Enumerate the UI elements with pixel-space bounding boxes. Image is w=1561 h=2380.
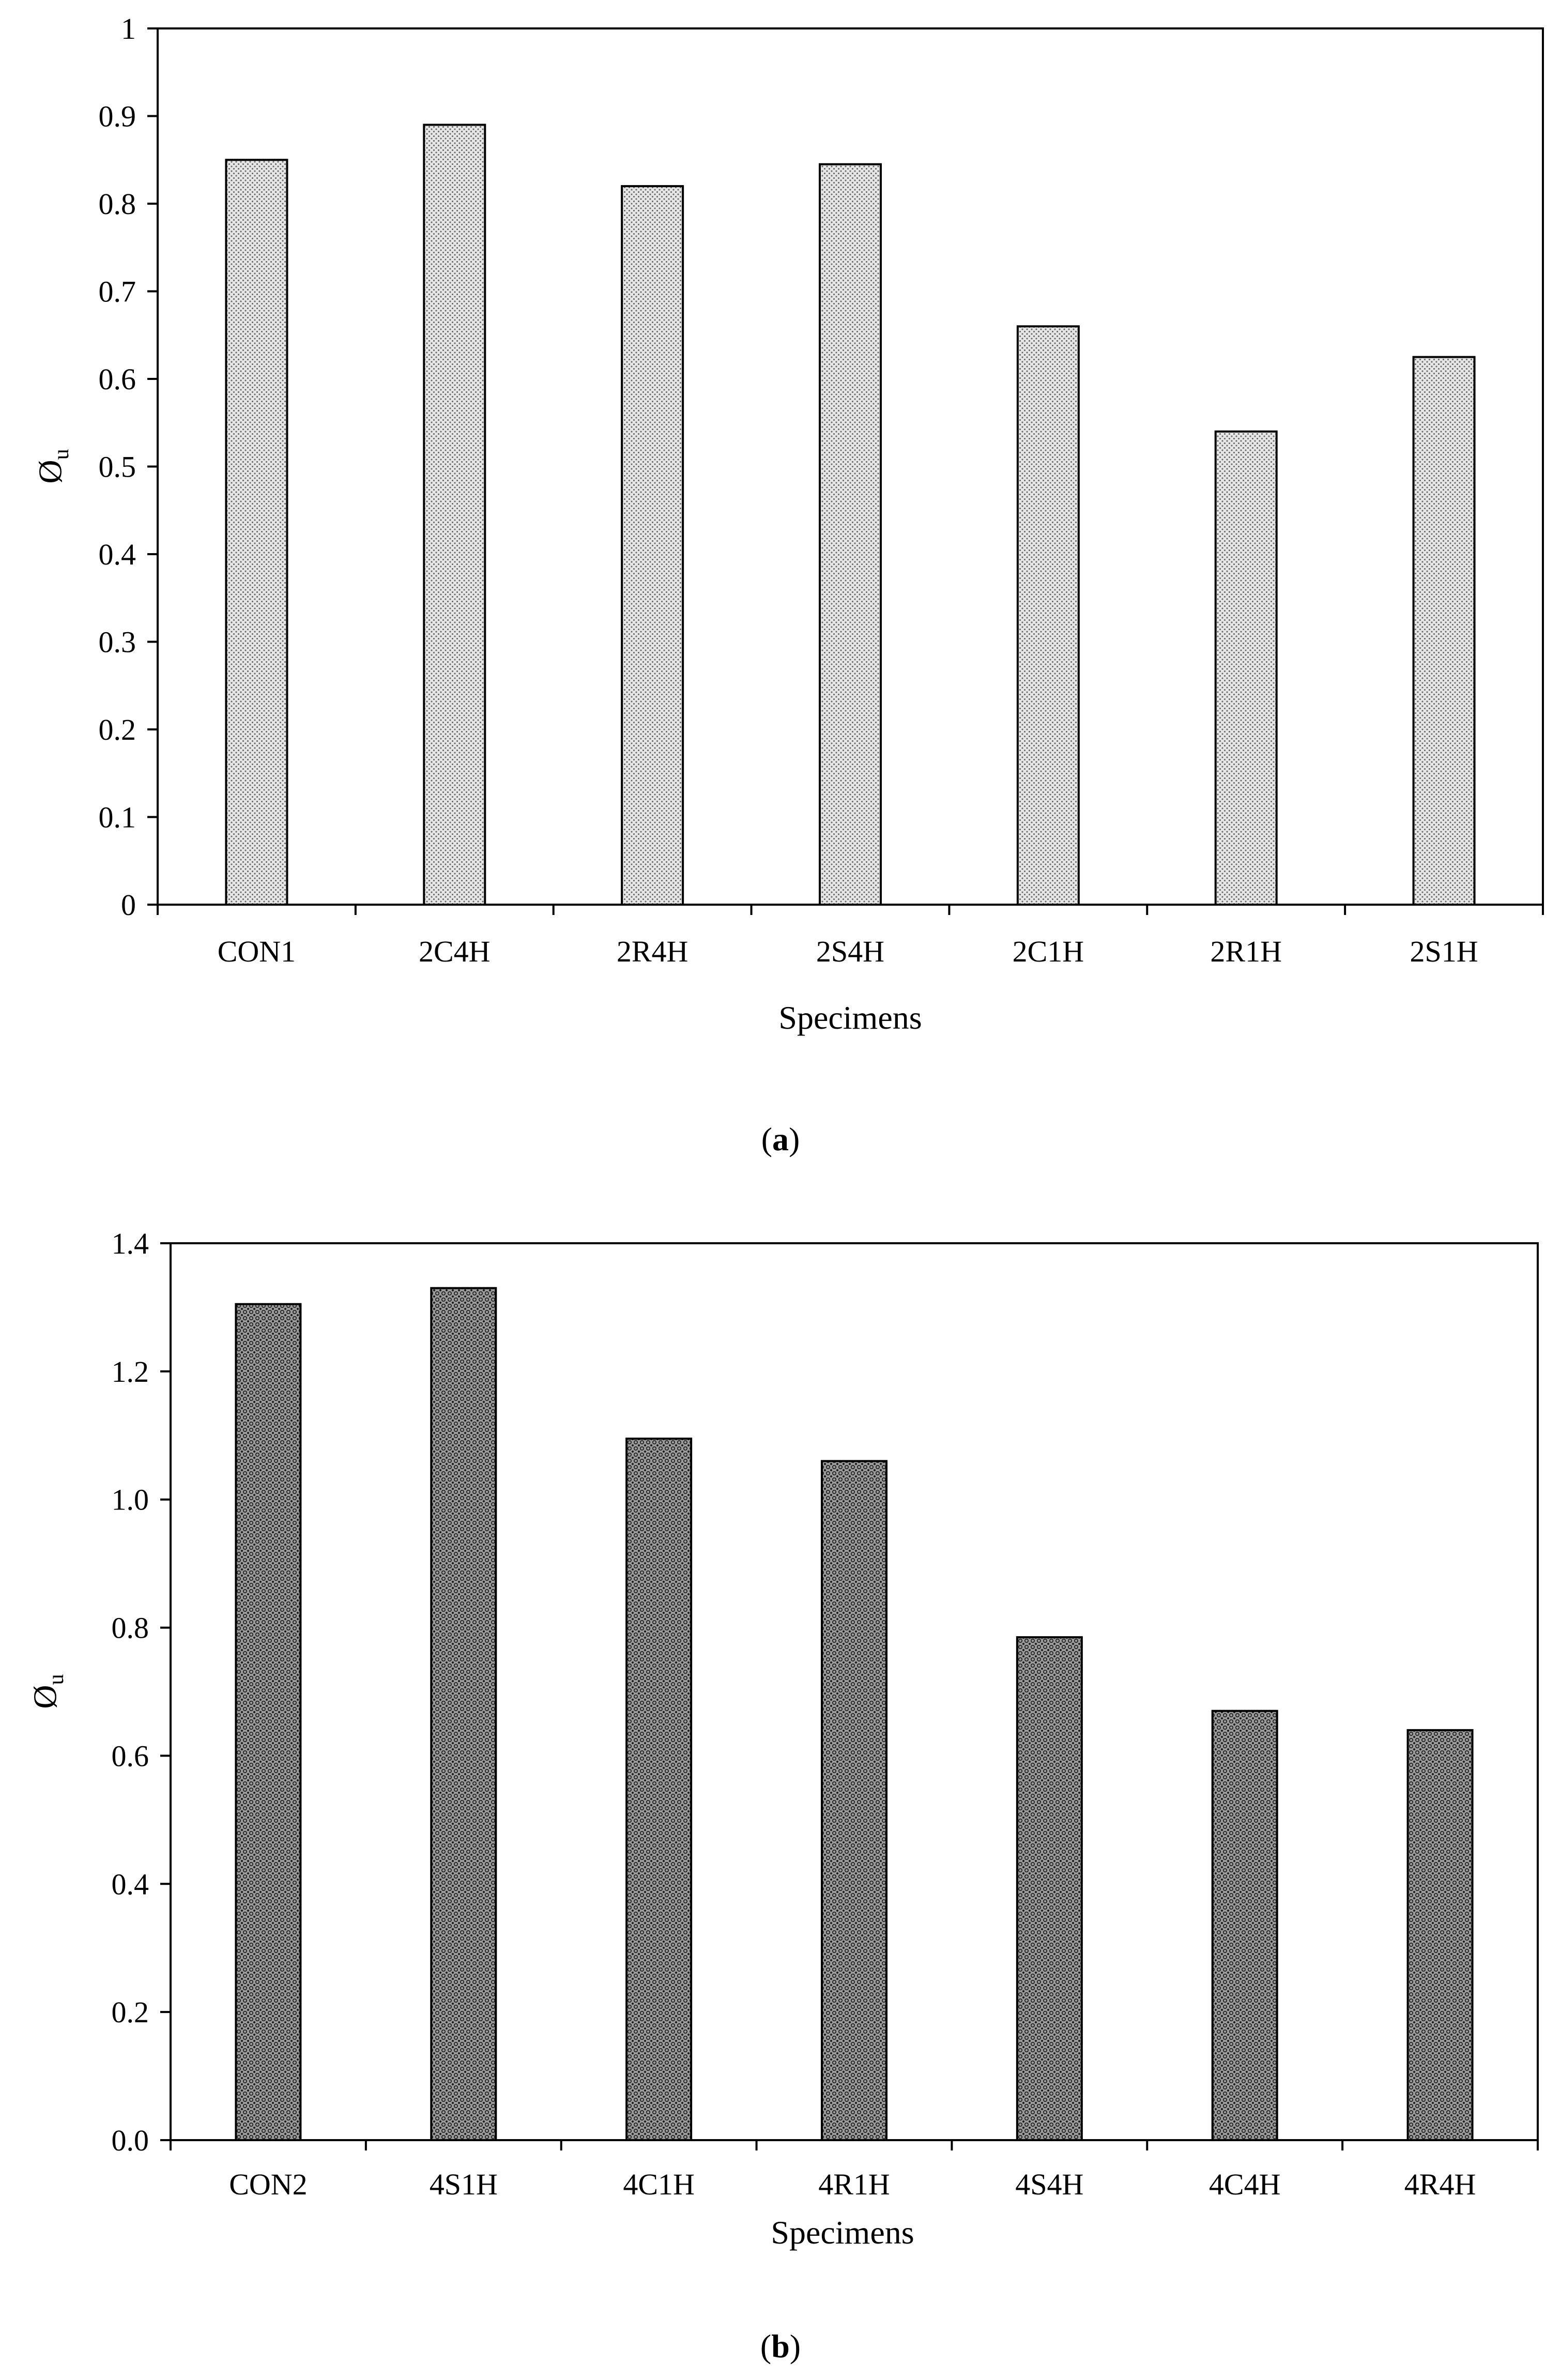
chart-a-bar-2r1h xyxy=(1214,430,1278,906)
chart-b-bar-4s1h xyxy=(430,1287,497,2141)
chart-b-y-tick-label: 0.0 xyxy=(112,2124,149,2157)
chart-a-panel-label: (a) xyxy=(761,1121,800,1157)
chart-b-x-axis-title: Specimens xyxy=(771,2214,914,2251)
chart-b-y-tick-label: 0.6 xyxy=(112,1739,149,1773)
chart-a-bar-2s1h xyxy=(1412,356,1476,906)
chart-b: 0.0 0.2 0.4 0.6 0.8 1.0 1.2 1.4 CON2 4S1H 4C1H 4R1… xyxy=(26,1227,1539,2364)
chart-a-x-tick-label: 2S4H xyxy=(816,935,884,968)
chart-b-y-axis-title-base: Ø xyxy=(26,1685,63,1708)
chart-b-x-tick-label: 4R1H xyxy=(818,2168,890,2201)
chart-b-bar-4c4h xyxy=(1211,1710,1278,2141)
chart-a-y-tick-label: 0.1 xyxy=(99,801,136,834)
chart-a-y-tick-label: 0.6 xyxy=(99,362,136,396)
chart-a-bar-2c4h xyxy=(423,124,486,906)
chart-a-y-tick-label: 0.7 xyxy=(99,275,136,309)
chart-a-y-axis-title-base: Ø xyxy=(32,460,68,483)
chart-b-y-tick-label: 1.0 xyxy=(112,1483,149,1517)
chart-b-bar-4c1h xyxy=(625,1437,693,2141)
chart-b-y-axis-title: Øu xyxy=(26,1674,68,1708)
chart-a-x-tick-label: 2C1H xyxy=(1013,935,1084,968)
chart-b-y-axis: 0.0 0.2 0.4 0.6 0.8 1.0 1.2 1.4 xyxy=(112,1227,171,2157)
chart-a-x-tick-label: 2S1H xyxy=(1410,935,1478,968)
chart-a-y-axis: 0 0.1 0.2 0.3 0.4 0.5 0.6 0.7 0.8 0.9 1 xyxy=(99,12,158,922)
chart-b-x-tick-label: 4S1H xyxy=(430,2168,498,2201)
chart-b-x-tick-label: 4C4H xyxy=(1209,2168,1281,2201)
chart-a-y-tick-label: 1 xyxy=(121,12,136,45)
chart-a-y-tick-label: 0.4 xyxy=(99,538,136,571)
chart-b-bar-4s4h xyxy=(1016,1636,1083,2141)
chart-a-y-tick-label: 0 xyxy=(121,888,136,922)
chart-b-x-tick-label: CON2 xyxy=(229,2168,307,2201)
chart-a: 0 0.1 0.2 0.3 0.4 0.5 0.6 0.7 0.8 0.9 1 CON1 2C4H 2R… xyxy=(32,12,1544,1157)
chart-a-bar-con1 xyxy=(225,159,288,906)
chart-b-y-tick-label: 0.4 xyxy=(112,1867,149,1901)
chart-b-x-tick-label: 4R4H xyxy=(1404,2168,1476,2201)
chart-b-panel-label: (b) xyxy=(760,2328,801,2364)
chart-a-x-axis-title: Specimens xyxy=(778,999,922,1036)
chart-a-y-axis-title: Øu xyxy=(32,449,73,483)
chart-b-x-axis: CON2 4S1H 4C1H 4R1H 4S4H 4C4H 4R4H xyxy=(170,2140,1539,2201)
chart-a-y-tick-label: 0.2 xyxy=(99,713,136,746)
chart-a-x-axis: CON1 2C4H 2R4H 2S4H 2C1H 2R1H 2S1H xyxy=(157,905,1544,968)
chart-b-y-tick-label: 1.2 xyxy=(112,1355,149,1389)
chart-a-x-tick-label: 2C4H xyxy=(419,935,491,968)
chart-a-y-tick-label: 0.5 xyxy=(99,450,136,484)
chart-a-bar-2s4h xyxy=(819,163,882,906)
chart-b-bar-4r1h xyxy=(821,1460,887,2141)
chart-b-bar-4r4h xyxy=(1406,1729,1474,2142)
chart-a-x-tick-label: 2R4H xyxy=(617,935,688,968)
chart-a-bar-2r4h xyxy=(621,185,684,906)
chart-a-y-axis-title-sub: u xyxy=(50,449,73,460)
chart-a-x-tick-label: CON1 xyxy=(218,935,296,968)
chart-a-y-tick-label: 0.9 xyxy=(99,100,136,133)
chart-b-y-tick-label: 0.2 xyxy=(112,1995,149,2029)
chart-a-bars xyxy=(225,124,1476,906)
chart-b-bars xyxy=(235,1287,1474,2142)
chart-b-x-tick-label: 4C1H xyxy=(623,2168,695,2201)
chart-a-bar-2c1h xyxy=(1016,325,1080,906)
chart-b-y-axis-title-sub: u xyxy=(44,1674,68,1685)
chart-a-y-tick-label: 0.8 xyxy=(99,187,136,221)
chart-b-x-tick-label: 4S4H xyxy=(1015,2168,1083,2201)
chart-a-x-tick-label: 2R1H xyxy=(1210,935,1282,968)
chart-a-y-tick-label: 0.3 xyxy=(99,625,136,659)
chart-b-y-tick-label: 1.4 xyxy=(112,1227,149,1260)
chart-b-y-tick-label: 0.8 xyxy=(112,1611,149,1645)
chart-b-bar-con2 xyxy=(235,1303,302,2141)
